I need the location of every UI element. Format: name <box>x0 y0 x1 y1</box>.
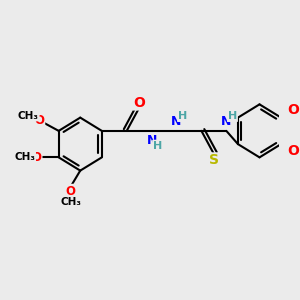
Text: CH₃: CH₃ <box>14 152 35 162</box>
Text: N: N <box>221 115 232 128</box>
Text: N: N <box>146 134 157 147</box>
Text: H: H <box>153 141 162 151</box>
Text: CH₃: CH₃ <box>60 197 81 207</box>
Text: S: S <box>209 153 219 167</box>
Text: O: O <box>288 145 299 158</box>
Text: O: O <box>32 151 41 164</box>
Text: O: O <box>288 103 299 117</box>
Text: CH₃: CH₃ <box>18 110 39 121</box>
Text: O: O <box>34 114 44 127</box>
Text: O: O <box>133 95 145 110</box>
Text: O: O <box>66 185 76 198</box>
Text: N: N <box>171 115 182 128</box>
Text: H: H <box>178 111 187 121</box>
Text: H: H <box>228 111 237 121</box>
